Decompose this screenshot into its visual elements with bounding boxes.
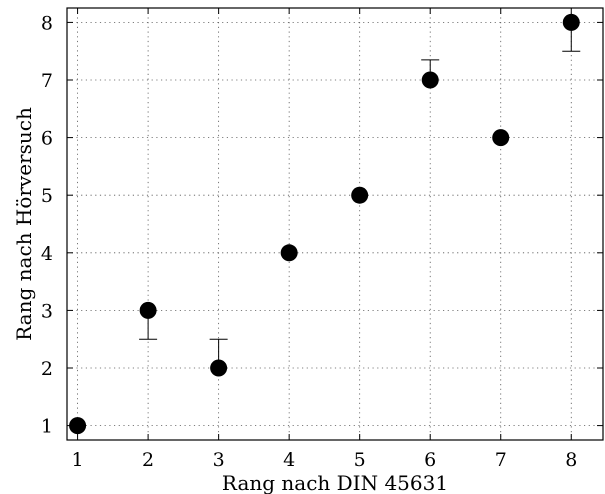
y-tick-label: 3 (41, 300, 53, 322)
data-point (562, 13, 580, 31)
plot-frame (66, 7, 604, 441)
y-tick-label: 7 (41, 70, 53, 92)
data-point (351, 186, 369, 204)
data-point (69, 417, 87, 435)
data-point (139, 301, 157, 319)
y-tick-label: 1 (41, 416, 53, 438)
x-tick-label: 1 (72, 449, 84, 471)
x-tick-label: 4 (283, 449, 295, 471)
x-tick-label: 2 (142, 449, 154, 471)
grid-lines (67, 8, 603, 440)
axis-ticks (67, 8, 603, 440)
y-tick-label: 6 (41, 128, 53, 150)
y-tick-label: 8 (41, 12, 53, 34)
tick-labels: 1 2 3 4 5 6 7 8 1 2 3 4 5 6 7 8 (41, 12, 577, 471)
y-tick-label: 4 (41, 243, 53, 265)
x-tick-label: 5 (354, 449, 366, 471)
data-point (280, 244, 298, 262)
x-axis-label: Rang nach DIN 45631 (222, 471, 448, 494)
data-point (492, 129, 510, 147)
data-point (421, 71, 439, 89)
y-axis-label: Rang nach Hörversuch (12, 107, 36, 341)
x-tick-label: 8 (565, 449, 577, 471)
data-points (69, 13, 580, 435)
y-tick-label: 5 (41, 185, 53, 207)
x-tick-label: 7 (495, 449, 507, 471)
x-tick-label: 6 (424, 449, 436, 471)
x-tick-label: 3 (213, 449, 225, 471)
y-tick-label: 2 (41, 358, 53, 380)
data-point (210, 359, 228, 377)
